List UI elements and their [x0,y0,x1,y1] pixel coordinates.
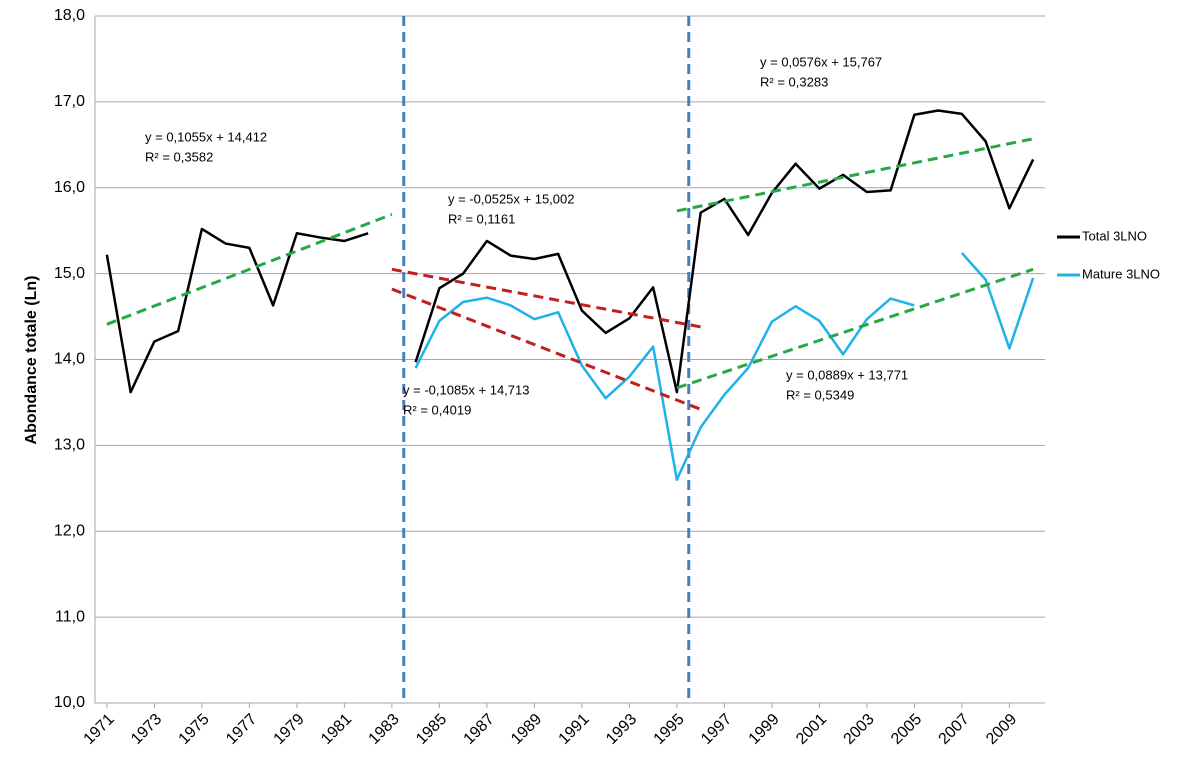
x-tick-label: 1989 [508,711,545,748]
x-tick-label: 2007 [935,711,972,748]
trendline [391,287,702,411]
trend-equation: y = 0,0576x + 15,767 [760,54,882,69]
trend-equation: R² = 0,3283 [760,74,828,89]
x-tick-label: 1993 [603,711,640,748]
x-tick-label: 1985 [413,711,450,748]
trendline [676,267,1034,390]
trend-equation: R² = 0,5349 [786,387,854,402]
trendline [106,212,393,326]
x-tick-label: 1981 [318,711,355,748]
x-tick-label: 1999 [745,711,782,748]
x-tick-label: 1973 [128,711,165,748]
trend-equation: R² = 0,1161 [448,211,515,226]
x-tick-label: 1971 [80,711,117,748]
x-tick-label: 1977 [223,711,260,748]
x-tick-label: 1979 [270,711,307,748]
trend-equation: R² = 0,3582 [145,149,213,164]
x-tick-label: 1997 [698,711,735,748]
x-tick-label: 2001 [793,711,830,748]
y-tick-label: 14,0 [54,351,85,368]
y-axis-label: Abondance totale (Ln) [23,276,40,445]
y-tick-label: 10,0 [54,694,85,711]
trend-equation: y = 0,0889x + 13,771 [786,367,908,382]
trendline [391,267,701,329]
y-tick-label: 18,0 [54,7,85,24]
y-tick-label: 12,0 [54,522,85,539]
trend-equation: y = -0,1085x + 14,713 [403,382,529,397]
series-line [105,109,1035,394]
trend-equation: y = 0,1055x + 14,412 [145,129,267,144]
y-tick-label: 17,0 [54,93,85,110]
x-tick-label: 2005 [888,711,925,748]
y-tick-label: 11,0 [55,608,85,625]
y-tick-label: 15,0 [54,265,85,282]
legend-label: Mature 3LNO [1082,266,1160,281]
x-tick-label: 1975 [175,711,212,748]
trend-equation: y = -0,0525x + 15,002 [448,191,574,206]
y-tick-label: 16,0 [54,179,85,196]
x-tick-label: 1983 [365,711,402,748]
x-tick-label: 1991 [555,711,592,748]
x-tick-label: 2003 [840,711,877,748]
x-tick-label: 1995 [650,711,687,748]
y-tick-label: 13,0 [54,437,85,454]
trend-equation: R² = 0,4019 [403,402,471,417]
x-tick-label: 1987 [460,711,497,748]
legend-label: Total 3LNO [1082,228,1147,243]
x-tick-label: 2009 [983,711,1020,748]
trendline [676,137,1034,213]
